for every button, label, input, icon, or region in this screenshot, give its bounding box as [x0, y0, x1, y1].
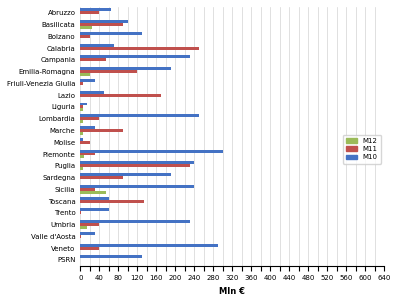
- Bar: [80, 129, 123, 132]
- Bar: [80, 44, 113, 47]
- Bar: [80, 255, 142, 258]
- Legend: M12, M11, M10: M12, M11, M10: [343, 135, 381, 164]
- Bar: [80, 11, 100, 14]
- Bar: [80, 126, 95, 129]
- Bar: [80, 114, 199, 117]
- Bar: [80, 164, 189, 167]
- Bar: [80, 220, 189, 223]
- Bar: [80, 247, 100, 250]
- Bar: [80, 226, 88, 229]
- X-axis label: Mln €: Mln €: [219, 287, 245, 296]
- Bar: [80, 138, 83, 141]
- Bar: [80, 188, 95, 191]
- Bar: [80, 58, 106, 62]
- Bar: [80, 176, 123, 179]
- Bar: [80, 235, 81, 238]
- Bar: [80, 82, 83, 85]
- Bar: [80, 191, 106, 194]
- Bar: [80, 79, 95, 82]
- Bar: [80, 197, 109, 200]
- Bar: [80, 105, 83, 108]
- Bar: [80, 208, 109, 211]
- Bar: [80, 35, 90, 38]
- Bar: [80, 32, 142, 35]
- Bar: [80, 94, 161, 97]
- Bar: [80, 155, 84, 158]
- Bar: [80, 132, 83, 135]
- Bar: [80, 8, 111, 11]
- Bar: [80, 47, 199, 50]
- Bar: [80, 108, 83, 112]
- Bar: [80, 185, 194, 188]
- Bar: [80, 102, 88, 105]
- Bar: [80, 120, 83, 123]
- Bar: [80, 141, 90, 144]
- Bar: [80, 91, 104, 94]
- Bar: [80, 150, 223, 152]
- Bar: [80, 167, 83, 170]
- Bar: [80, 20, 128, 23]
- Bar: [80, 200, 144, 202]
- Bar: [80, 152, 95, 155]
- Bar: [80, 55, 189, 58]
- Bar: [80, 117, 100, 120]
- Bar: [80, 161, 194, 164]
- Bar: [80, 70, 137, 73]
- Bar: [80, 173, 171, 176]
- Bar: [80, 232, 95, 235]
- Bar: [80, 23, 123, 26]
- Bar: [80, 73, 90, 76]
- Bar: [80, 211, 81, 214]
- Bar: [80, 67, 171, 70]
- Bar: [80, 244, 218, 247]
- Bar: [80, 26, 92, 29]
- Bar: [80, 223, 100, 226]
